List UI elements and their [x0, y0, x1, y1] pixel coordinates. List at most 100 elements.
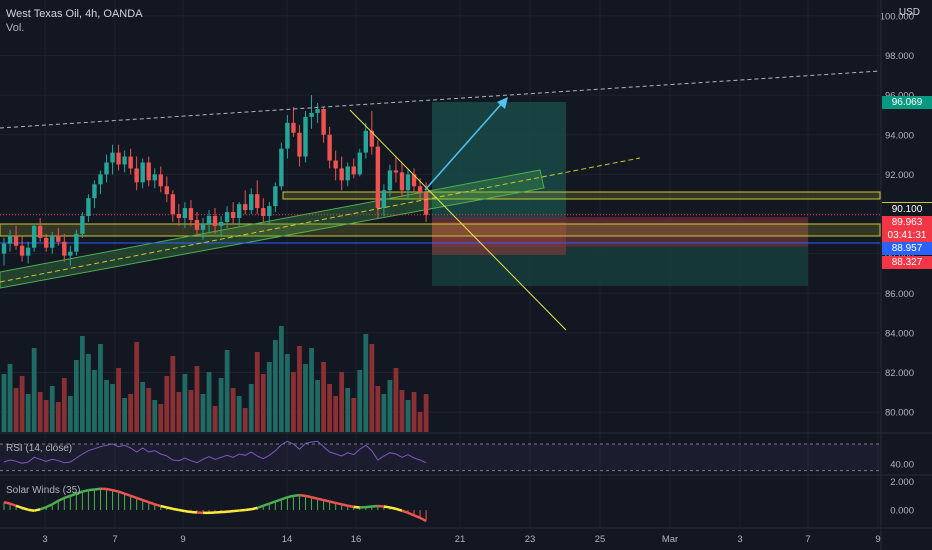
volume-bar: [19, 376, 25, 432]
volume-bar: [363, 334, 369, 432]
symbol-title[interactable]: West Texas Oil, 4h, OANDA: [6, 8, 143, 20]
target-zone: [432, 102, 566, 220]
volume-bar: [49, 386, 55, 432]
volume-bar: [339, 372, 345, 432]
volume-bar: [92, 370, 97, 432]
candle-body: [80, 216, 85, 234]
solar-line: [250, 506, 258, 511]
x-tick-label: 23: [525, 534, 536, 545]
candle-body: [56, 235, 61, 242]
volume-bar: [345, 388, 351, 432]
candle-body: [405, 174, 411, 191]
solar-winds-legend[interactable]: Solar Winds (35): [6, 485, 81, 496]
candle-body: [243, 204, 248, 211]
candle-body: [44, 237, 49, 248]
solar-line: [365, 505, 372, 509]
solar-line: [82, 488, 89, 493]
candle-body: [13, 235, 19, 246]
price-countdown: 03:41:31: [882, 229, 932, 242]
volume-bar: [7, 364, 13, 432]
volume-bar: [61, 378, 67, 432]
solar-line: [287, 494, 294, 499]
candle-body: [182, 208, 188, 218]
solar-line: [130, 494, 138, 500]
price-tag-last: 89.963: [882, 216, 932, 229]
candle-body: [68, 251, 73, 256]
x-tick-label: 14: [282, 534, 293, 545]
candle-body: [110, 152, 115, 163]
solar-line: [172, 507, 180, 512]
price-tag-red: 88.327: [882, 256, 932, 269]
solar-line: [184, 509, 192, 514]
volume-bar: [272, 340, 278, 432]
volume-bar: [140, 382, 146, 432]
volume-bar: [303, 364, 308, 432]
price-tag-blue: 88.957: [882, 242, 932, 255]
solar-line: [124, 492, 132, 498]
volume-bar: [67, 396, 73, 432]
descending-trendline: [349, 109, 567, 331]
volume-bar: [278, 326, 284, 432]
solar-line: [39, 505, 47, 511]
volume-bar: [230, 388, 236, 432]
volume-bar: [200, 394, 206, 432]
solar-line: [293, 493, 300, 498]
volume-legend[interactable]: Vol.: [6, 22, 25, 34]
solar-line: [190, 510, 198, 514]
candle-body: [200, 223, 206, 230]
candle-body: [327, 134, 332, 161]
solar-line: [245, 508, 252, 512]
solar-winds-pane: [3, 487, 427, 523]
candle-body: [19, 245, 25, 256]
candle-body: [399, 172, 405, 191]
volume-bar: [248, 384, 254, 432]
y-tick-label: 84.000: [885, 328, 914, 339]
volume-bar: [405, 400, 411, 432]
x-tick-label: 7: [112, 534, 117, 545]
volume-bar: [176, 392, 182, 432]
x-tick-label: 9: [180, 534, 185, 545]
candle-body: [321, 108, 326, 135]
volume-bar: [104, 380, 109, 432]
solar-line: [118, 490, 126, 495]
volume-bar: [1, 374, 7, 432]
solar-line: [69, 492, 77, 498]
drawing-tools-front: [0, 70, 881, 331]
chart-header: West Texas Oil, 4h, OANDA Vol.: [6, 7, 143, 35]
price-tag-green: 96.069: [882, 96, 932, 109]
drawing-tools-back: [0, 102, 881, 289]
rsi-band: [0, 444, 880, 471]
rising-channel: [0, 169, 545, 289]
solar-line: [413, 514, 421, 519]
volume-bar: [321, 362, 326, 432]
solar-tick-label: 2.000: [890, 477, 914, 488]
x-tick-label: 9: [875, 534, 880, 545]
candle-body: [74, 233, 79, 252]
candle-body: [7, 235, 13, 244]
currency-label[interactable]: USD: [898, 7, 920, 18]
volume-bar: [266, 362, 272, 432]
candle-body: [297, 132, 302, 157]
projection-arrow-line: [424, 100, 505, 191]
candle-body: [375, 146, 381, 209]
candle-body: [164, 186, 170, 195]
candle-body: [351, 166, 356, 175]
volume-bar: [188, 390, 194, 432]
candle-body: [236, 204, 242, 218]
y-tick-label: 98.000: [885, 51, 914, 62]
volume-bar: [212, 406, 218, 432]
volume-bar: [164, 376, 170, 432]
candle-body: [104, 162, 109, 175]
rsi-legend[interactable]: RSI (14, close): [6, 443, 73, 454]
volume-bar: [55, 402, 61, 432]
y-tick-label: 82.000: [885, 368, 914, 379]
volume-bar: [73, 360, 79, 432]
volume-bar: [86, 354, 91, 432]
candle-body: [309, 112, 314, 117]
candle-body: [339, 168, 344, 181]
volume-bar: [110, 384, 115, 432]
volume-bar: [423, 394, 429, 432]
candle-body: [285, 122, 290, 149]
candle-body: [369, 130, 375, 147]
